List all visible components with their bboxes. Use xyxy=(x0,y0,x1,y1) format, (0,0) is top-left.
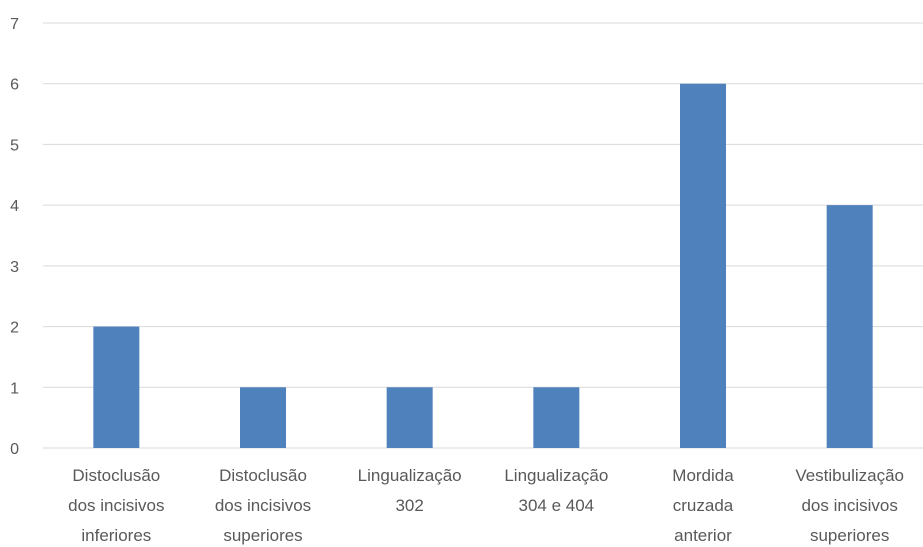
y-tick-label: 3 xyxy=(10,259,19,276)
x-category-label: anterior xyxy=(674,526,732,545)
x-category-label: Lingualização xyxy=(358,466,462,485)
y-tick-label: 0 xyxy=(10,441,19,458)
x-category-label: dos incisivos xyxy=(215,496,311,515)
x-category-label: inferiores xyxy=(81,526,151,545)
bar xyxy=(386,387,433,448)
x-category-label: Mordida xyxy=(672,466,734,485)
x-category-label: Distoclusão xyxy=(72,466,160,485)
y-tick-label: 2 xyxy=(10,320,19,337)
y-tick-label: 7 xyxy=(10,16,19,33)
x-category-label: Distoclusão xyxy=(219,466,307,485)
y-tick-label: 5 xyxy=(10,137,19,154)
x-category-label: Vestibulização xyxy=(795,466,904,485)
x-category-label: superiores xyxy=(810,526,889,545)
x-axis-category-labels: Distoclusão dos incisivos inferiores Distoc… xyxy=(68,466,904,545)
x-category-label: cruzada xyxy=(673,496,734,515)
bar xyxy=(93,326,140,448)
y-tick-label: 1 xyxy=(10,380,19,397)
bar xyxy=(826,205,873,448)
x-category-label: dos incisivos xyxy=(801,496,897,515)
x-category-label: Lingualização xyxy=(504,466,608,485)
y-tick-label: 6 xyxy=(10,77,19,94)
bar xyxy=(533,387,580,448)
x-category-label: superiores xyxy=(223,526,302,545)
x-category-label: 302 xyxy=(395,496,423,515)
bars xyxy=(93,83,873,448)
bar xyxy=(240,387,286,448)
gridlines xyxy=(43,22,923,449)
y-axis-tick-labels: 0 1 2 3 4 5 6 7 xyxy=(10,16,19,458)
y-tick-label: 4 xyxy=(10,198,19,215)
bar xyxy=(680,83,726,448)
x-category-label: 304 e 404 xyxy=(519,496,595,515)
x-category-label: dos incisivos xyxy=(68,496,164,515)
